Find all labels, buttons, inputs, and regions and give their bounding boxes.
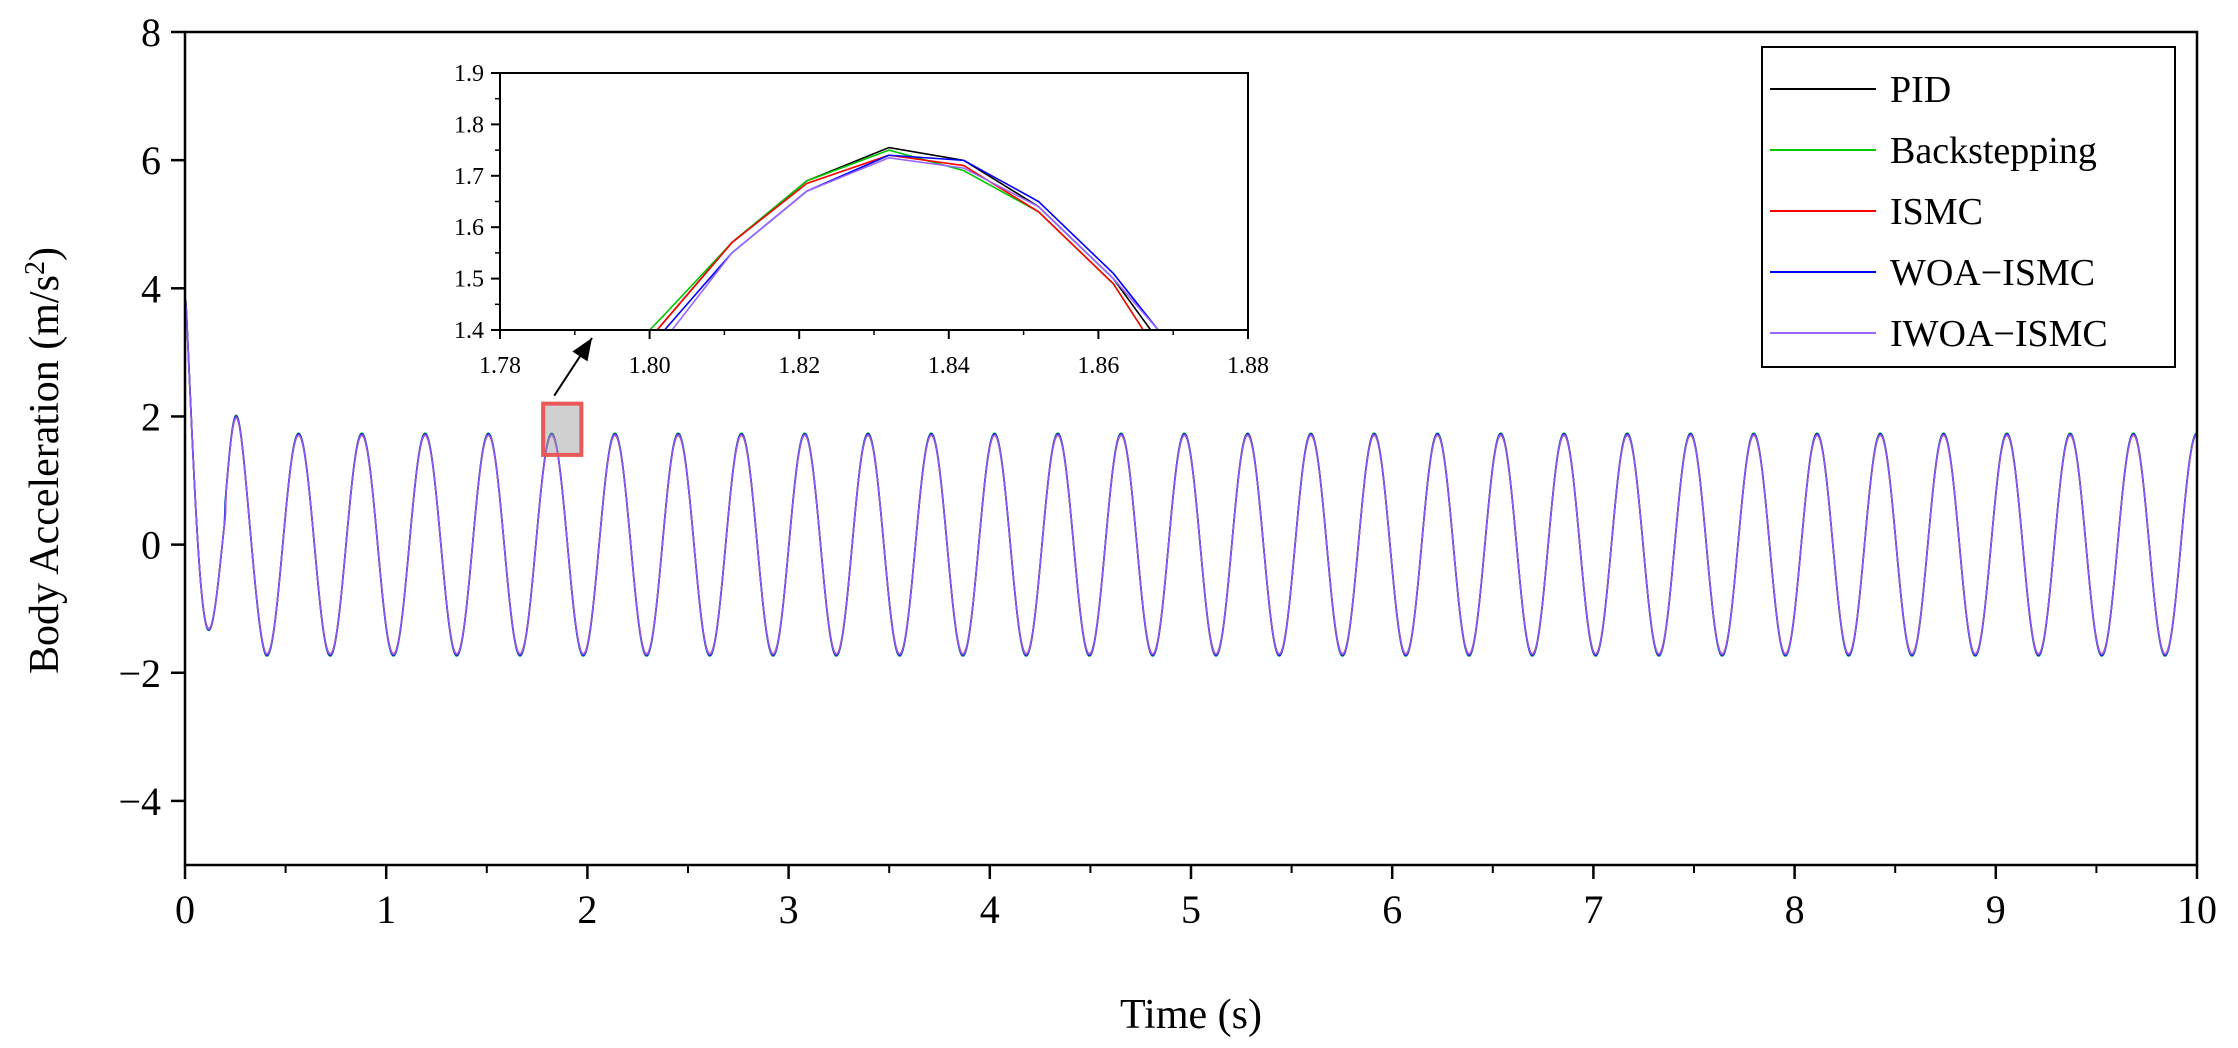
x-tick-label: 6 [1382, 887, 1402, 932]
zoom-inset: 1.78 1.80 1.82 1.84 1.86 1.88 1.4 1.5 1.6 1.7 1.8 1… [454, 61, 1269, 379]
series-layer [184, 300, 2198, 658]
x-tick-label: 8 [1785, 887, 1805, 932]
x-tick-label: 4 [980, 887, 1000, 932]
y-axis-title-superscript: 2 [20, 261, 51, 275]
x-tick-label: 1 [376, 887, 396, 932]
legend-label-backstepping: Backstepping [1890, 130, 2097, 172]
x-tick-label: 10 [2177, 887, 2217, 932]
inset-y-tick-label: 1.6 [454, 215, 484, 241]
x-tick-label: 2 [577, 887, 597, 932]
legend-item-woa-ismc: WOA−ISMC [1770, 252, 2095, 294]
legend-item-pid: PID [1770, 69, 1951, 111]
y-tick-label: 8 [141, 10, 161, 55]
legend-box [1761, 46, 2176, 368]
legend-label-ismc: ISMC [1890, 191, 1983, 233]
inset-x-tick-label: 1.78 [479, 353, 521, 379]
inset-background [500, 73, 1248, 330]
inset-x-tick-label: 1.84 [928, 353, 970, 379]
x-tick-label: 9 [1986, 887, 2006, 932]
legend-item-iwoa-ismc: IWOA−ISMC [1770, 313, 2108, 355]
inset-y-tick-label: 1.9 [454, 61, 484, 87]
x-tick-label: 3 [779, 887, 799, 932]
inset-y-tick-label: 1.8 [454, 112, 484, 138]
x-axis-title: Time (s) [1120, 992, 1262, 1038]
x-tick-label: 5 [1181, 887, 1201, 932]
zoom-region-marker [541, 401, 584, 457]
y-tick-label: 4 [141, 266, 161, 311]
y-tick-label: 6 [141, 138, 161, 183]
inset-series-line-ismc [656, 154, 1144, 330]
legend-label-iwoa-ismc: IWOA−ISMC [1890, 313, 2108, 355]
y-axis-title: Body Acceleration (m/s2) [20, 247, 68, 674]
legend-label-woa-ismc: WOA−ISMC [1890, 252, 2095, 294]
inset-x-tick-label: 1.88 [1227, 353, 1269, 379]
inset-y-tick-label: 1.4 [454, 318, 484, 344]
y-tick-label: 2 [141, 394, 161, 439]
x-tick-label: 7 [1583, 887, 1603, 932]
inset-series-line-iwoa-ismc [671, 156, 1159, 330]
legend-label-pid: PID [1890, 69, 1951, 111]
zoom-arrow-head [572, 338, 592, 362]
y-axis-title-close: ) [22, 247, 68, 261]
y-tick-label: −4 [118, 779, 161, 824]
legend: PID Backstepping ISMC WOA−ISMC IWOA−ISMC [1761, 46, 2176, 368]
legend-item-backstepping: Backstepping [1770, 130, 2097, 172]
inset-x-tick-label: 1.80 [629, 353, 671, 379]
inset-series-layer [649, 146, 1159, 330]
main-axes: 0 1 2 3 4 5 6 7 8 9 10 −4 −2 0 2 4 6 8 [118, 10, 2217, 932]
series-line-iwoa-ismc [184, 300, 2198, 656]
inset-y-tick-label: 1.7 [454, 164, 484, 190]
x-tick-label: 0 [175, 887, 195, 932]
inset-y-tick-label: 1.5 [454, 267, 484, 293]
zoom-arrow [553, 337, 593, 397]
y-axis-title-main: Body Acceleration (m/s [22, 275, 68, 674]
y-tick-label: 0 [141, 523, 161, 568]
legend-item-ismc: ISMC [1770, 191, 1983, 233]
inset-x-tick-label: 1.86 [1077, 353, 1119, 379]
y-tick-label: −2 [118, 651, 161, 696]
inset-x-tick-label: 1.82 [778, 353, 820, 379]
